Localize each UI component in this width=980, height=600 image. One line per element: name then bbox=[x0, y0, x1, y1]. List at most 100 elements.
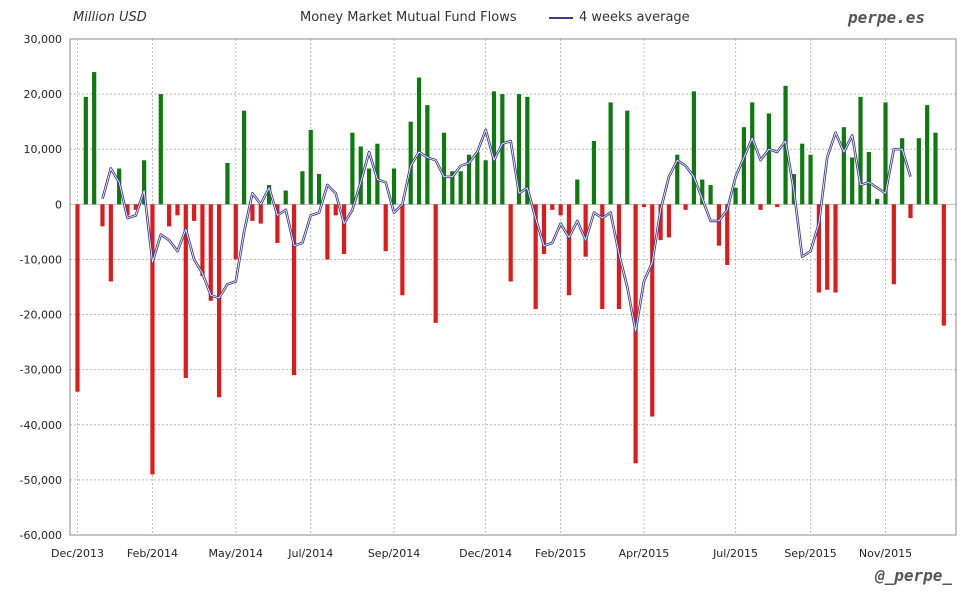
flow-bar bbox=[633, 204, 638, 464]
flow-bar bbox=[816, 204, 821, 293]
flow-bar bbox=[850, 157, 855, 205]
flow-bar bbox=[675, 154, 680, 205]
flow-bar bbox=[242, 110, 247, 205]
flow-bar bbox=[108, 204, 113, 282]
flow-bar bbox=[516, 94, 522, 205]
flow-bar bbox=[625, 110, 630, 205]
flow-bar bbox=[533, 204, 538, 310]
x-tick-label: Dec/2013 bbox=[51, 547, 104, 560]
flow-bar bbox=[425, 105, 430, 205]
flow-bar bbox=[741, 127, 746, 205]
flow-bar bbox=[933, 132, 938, 205]
flow-bar bbox=[558, 204, 563, 216]
flow-bar bbox=[808, 154, 813, 205]
legend: 4 weeks average bbox=[549, 10, 690, 25]
x-tick-label: Feb/2015 bbox=[535, 547, 586, 560]
flow-bar bbox=[775, 204, 780, 208]
flow-bar bbox=[316, 174, 322, 205]
flow-bar bbox=[458, 171, 463, 205]
flow-bar bbox=[825, 204, 830, 290]
y-tick-label: 0 bbox=[55, 198, 62, 211]
flow-bar bbox=[866, 151, 871, 205]
flow-bar bbox=[150, 204, 155, 475]
flow-bar bbox=[550, 204, 555, 210]
flow-bar bbox=[433, 204, 438, 323]
flow-bar bbox=[92, 72, 97, 205]
flow-bar bbox=[500, 94, 505, 205]
flow-bar bbox=[691, 91, 697, 205]
flow-bar bbox=[941, 204, 946, 326]
flow-bar bbox=[192, 204, 197, 221]
y-tick-label: 10,000 bbox=[24, 143, 63, 156]
flow-bar bbox=[508, 204, 513, 282]
flow-bar bbox=[650, 204, 655, 417]
x-tick-label: Jul/2014 bbox=[287, 547, 333, 560]
flow-bar bbox=[183, 204, 188, 378]
y-tick-label: -40,000 bbox=[20, 419, 62, 432]
flow-bar bbox=[100, 204, 105, 227]
flow-bar bbox=[700, 179, 705, 205]
average-line-highlight bbox=[102, 129, 911, 332]
y-tick-label: -10,000 bbox=[20, 253, 62, 266]
flow-bar bbox=[142, 160, 147, 205]
chart-title: Money Market Mutual Fund Flows bbox=[300, 10, 517, 25]
flow-bar bbox=[366, 168, 372, 205]
flow-bar bbox=[400, 204, 405, 296]
y-tick-label: -50,000 bbox=[20, 474, 62, 487]
flow-bar bbox=[658, 204, 663, 241]
flow-bar bbox=[250, 204, 255, 221]
x-tick-label: Sep/2015 bbox=[784, 547, 836, 560]
brand-watermark-top: perpe.es bbox=[847, 8, 925, 27]
flow-bar bbox=[391, 168, 397, 205]
brand-watermark-bottom: @_perpe_ bbox=[874, 566, 952, 585]
flow-bar bbox=[883, 102, 888, 205]
flow-bar bbox=[300, 171, 305, 205]
flow-bar bbox=[666, 204, 672, 238]
flow-bar bbox=[908, 204, 913, 219]
flow-bar bbox=[875, 198, 880, 205]
flow-bar bbox=[800, 143, 805, 205]
flow-bar bbox=[208, 204, 213, 301]
flow-bar bbox=[583, 204, 588, 257]
flow-bar bbox=[233, 204, 238, 260]
flow-bar bbox=[841, 127, 846, 205]
flow-bar bbox=[750, 102, 755, 205]
flow-bar bbox=[266, 185, 272, 205]
flow-bar bbox=[483, 160, 488, 205]
flow-bar bbox=[133, 204, 138, 210]
flow-bar bbox=[358, 146, 363, 205]
flow-bar bbox=[450, 171, 455, 205]
x-tick-label: Nov/2015 bbox=[859, 547, 912, 560]
flow-bar bbox=[766, 113, 771, 205]
flow-bar bbox=[291, 204, 297, 376]
x-tick-label: Sep/2014 bbox=[368, 547, 420, 560]
flow-bar bbox=[733, 187, 738, 205]
flow-bar bbox=[708, 185, 713, 205]
y-tick-label: -20,000 bbox=[20, 309, 62, 322]
flow-bar bbox=[683, 204, 688, 210]
flow-bar bbox=[283, 190, 288, 205]
flow-bar bbox=[591, 140, 597, 205]
flow-bar bbox=[475, 151, 480, 205]
flow-bar bbox=[83, 96, 88, 205]
flow-bar bbox=[716, 204, 722, 246]
flow-bar bbox=[900, 138, 905, 205]
flow-bar bbox=[891, 204, 896, 285]
flow-bar bbox=[275, 204, 280, 243]
flow-bar bbox=[566, 204, 572, 296]
flow-bar bbox=[758, 204, 763, 210]
flow-bar bbox=[466, 154, 472, 205]
y-tick-label: -30,000 bbox=[20, 364, 62, 377]
flow-bar bbox=[525, 96, 530, 205]
flow-bar bbox=[158, 94, 163, 205]
flow-bar bbox=[925, 105, 930, 205]
flow-bar bbox=[175, 204, 180, 216]
flow-bar bbox=[75, 204, 80, 392]
flow-bar bbox=[125, 204, 130, 216]
flow-bar bbox=[333, 204, 338, 216]
y-tick-label: 20,000 bbox=[24, 88, 63, 101]
flow-bar bbox=[641, 204, 647, 208]
flow-bar bbox=[258, 204, 263, 224]
flow-bar bbox=[200, 204, 205, 276]
